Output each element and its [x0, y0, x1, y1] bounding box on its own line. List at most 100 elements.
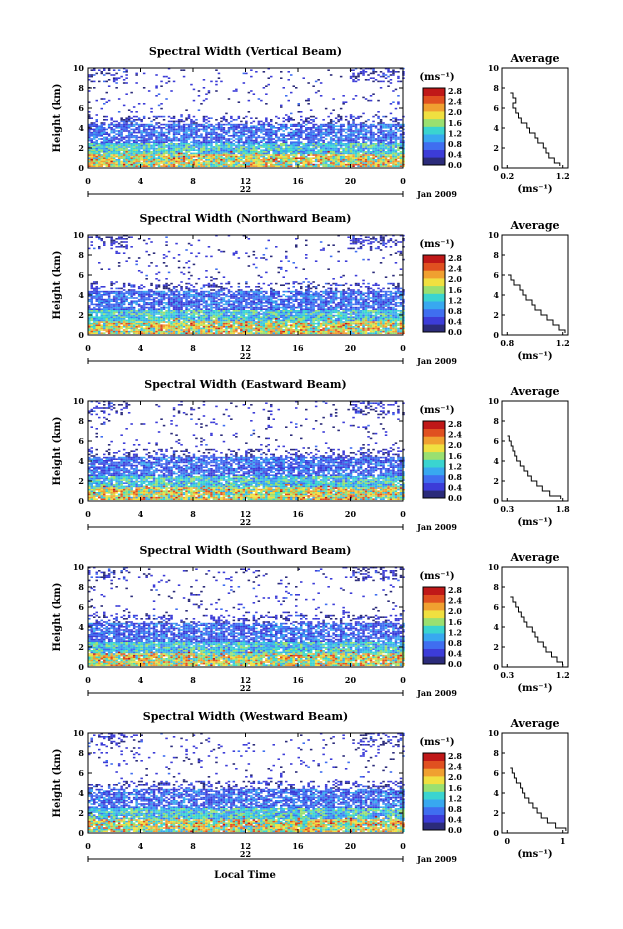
heatmap-cell: [130, 316, 133, 318]
heatmap-cell: [237, 152, 241, 155]
heatmap-cell: [302, 122, 305, 124]
heatmap-cell: [250, 155, 253, 158]
heatmap-cell: [392, 155, 395, 158]
heatmap-cell: [145, 149, 148, 151]
heatmap-cell: [237, 146, 241, 148]
heatmap-cell: [112, 120, 116, 123]
heatmap-cell: [122, 123, 126, 126]
heatmap-cell: [135, 316, 138, 318]
heatmap-cell: [150, 130, 153, 132]
heatmap-cell: [357, 165, 360, 167]
heatmap-cell: [384, 157, 388, 159]
heatmap-cell: [275, 149, 278, 151]
heatmap-cell: [167, 163, 171, 166]
heatmap-cell: [364, 147, 368, 150]
heatmap-cell: [107, 330, 111, 333]
heatmap-cell: [220, 159, 223, 161]
heatmap-cell: [93, 160, 96, 163]
heatmap-cell: [230, 138, 233, 140]
heatmap-cell: [142, 103, 146, 105]
heatmap-cell: [187, 332, 191, 334]
heatmap-cell: [125, 160, 128, 163]
heatmap-cell: [387, 127, 390, 129]
heatmap-cell: [93, 159, 96, 161]
heatmap-cell: [88, 147, 91, 150]
heatmap-cell: [364, 321, 368, 323]
heatmap-cell: [302, 152, 305, 155]
heatmap-cell: [112, 139, 116, 142]
heatmap-cell: [300, 329, 303, 331]
heatmap-cell: [180, 326, 183, 328]
heatmap-cell: [110, 143, 113, 145]
heatmap-cell: [230, 162, 233, 164]
heatmap-cell: [314, 155, 318, 158]
heatmap-cell: [384, 152, 388, 155]
heatmap-cell: [195, 125, 198, 127]
heatmap-cell: [322, 144, 325, 147]
heatmap-cell: [117, 149, 121, 151]
heatmap-cell: [327, 330, 330, 333]
heatmap-cell: [135, 111, 138, 113]
heatmap-cell: [175, 330, 178, 333]
heatmap-cell: [125, 157, 128, 159]
heatmap-cell: [257, 147, 261, 150]
heatmap-cell: [377, 332, 380, 334]
heatmap-cell: [292, 316, 295, 318]
heatmap-cell: [280, 128, 283, 131]
heatmap-cell: [210, 133, 213, 135]
heatmap-cell: [285, 165, 288, 167]
heatmap-cell: [202, 151, 206, 153]
heatmap-cell: [257, 123, 261, 126]
heatmap-cell: [270, 149, 273, 151]
heatmap-cell: [202, 318, 206, 320]
heatmap-cell: [160, 318, 163, 320]
heatmap-cell: [394, 135, 398, 137]
heatmap-cell: [122, 152, 126, 155]
heatmap-cell: [232, 327, 236, 330]
heatmap-cell: [98, 330, 101, 333]
heatmap-cell: [197, 163, 201, 166]
heatmap-cell: [389, 329, 393, 331]
heatmap-cell: [132, 149, 136, 151]
heatmap-cell: [88, 131, 91, 134]
colorbar-swatch: [423, 134, 445, 143]
heatmap-cell: [147, 135, 151, 137]
colorbar-swatch: [423, 103, 445, 112]
heatmap-cell: [200, 316, 203, 318]
heatmap-cell: [282, 127, 285, 129]
heatmap-cell: [95, 151, 98, 153]
heatmap-cell: [392, 138, 395, 140]
heatmap-cell: [384, 123, 388, 126]
heatmap-cell: [165, 138, 168, 140]
heatmap-cell: [100, 72, 103, 75]
heatmap-cell: [377, 327, 380, 330]
heatmap-cell: [339, 326, 343, 328]
heatmap-cell: [377, 111, 380, 113]
heatmap-cell: [127, 130, 131, 132]
heatmap-cell: [349, 117, 353, 119]
heatmap-cell: [103, 127, 106, 129]
heatmap-cell: [282, 133, 285, 135]
heatmap-cell: [382, 144, 385, 147]
heatmap-cell: [292, 146, 295, 148]
heatmap-cell: [332, 143, 335, 145]
heatmap-cell: [187, 327, 191, 330]
heatmap-cell: [100, 319, 103, 322]
heatmap-cell: [342, 165, 345, 167]
heatmap-cell: [297, 122, 300, 124]
heatmap-cell: [212, 329, 216, 331]
heatmap-cell: [309, 151, 313, 153]
heatmap-cell: [90, 135, 93, 137]
heatmap-cell: [222, 147, 226, 150]
heatmap-cell: [175, 314, 178, 317]
heatmap-cell: [225, 120, 228, 123]
heatmap-cell: [117, 318, 121, 320]
heatmap-cell: [287, 157, 290, 159]
heatmap-cell: [222, 141, 226, 143]
heatmap-cell: [180, 127, 183, 129]
heatmap-cell: [117, 163, 121, 166]
heatmap-cell: [162, 330, 166, 333]
heatmap-cell: [270, 319, 273, 322]
heatmap-cell: [334, 122, 338, 124]
heatmap-cell: [217, 162, 221, 164]
